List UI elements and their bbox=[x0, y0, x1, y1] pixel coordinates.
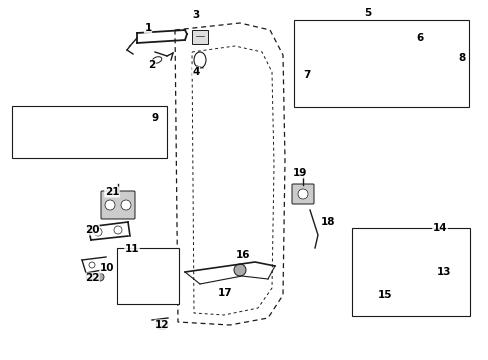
Circle shape bbox=[311, 38, 319, 46]
Circle shape bbox=[121, 200, 131, 210]
Text: 19: 19 bbox=[292, 168, 306, 178]
Text: 13: 13 bbox=[436, 267, 450, 277]
Text: 15: 15 bbox=[377, 290, 391, 300]
Text: 22: 22 bbox=[84, 273, 99, 283]
Circle shape bbox=[16, 127, 34, 145]
Circle shape bbox=[297, 189, 307, 199]
Circle shape bbox=[328, 33, 338, 43]
Text: 14: 14 bbox=[432, 223, 447, 233]
Text: 2: 2 bbox=[148, 60, 155, 70]
Text: 18: 18 bbox=[320, 217, 335, 227]
Circle shape bbox=[407, 76, 419, 88]
Text: 6: 6 bbox=[415, 33, 423, 43]
Circle shape bbox=[127, 276, 135, 284]
Circle shape bbox=[85, 119, 99, 133]
Circle shape bbox=[395, 55, 401, 61]
Circle shape bbox=[365, 244, 377, 256]
Text: 1: 1 bbox=[144, 23, 151, 33]
FancyBboxPatch shape bbox=[101, 191, 135, 219]
Text: 4: 4 bbox=[192, 67, 199, 77]
Ellipse shape bbox=[156, 320, 168, 329]
Text: 7: 7 bbox=[303, 70, 310, 80]
Circle shape bbox=[114, 226, 122, 234]
Circle shape bbox=[57, 119, 71, 133]
FancyBboxPatch shape bbox=[291, 184, 313, 204]
Text: 10: 10 bbox=[100, 263, 114, 273]
Circle shape bbox=[21, 132, 29, 140]
Circle shape bbox=[422, 286, 436, 300]
Bar bbox=[293, 20, 468, 107]
Circle shape bbox=[94, 228, 102, 236]
Text: 11: 11 bbox=[124, 244, 139, 254]
Circle shape bbox=[423, 244, 435, 256]
Bar bbox=[12, 106, 167, 158]
Text: 12: 12 bbox=[154, 320, 169, 330]
Circle shape bbox=[234, 264, 245, 276]
FancyBboxPatch shape bbox=[120, 264, 169, 296]
Bar bbox=[351, 228, 469, 316]
Bar bbox=[117, 248, 179, 304]
Bar bbox=[192, 30, 207, 44]
Text: 17: 17 bbox=[217, 288, 232, 298]
Circle shape bbox=[96, 273, 104, 281]
Text: 16: 16 bbox=[235, 250, 250, 260]
Circle shape bbox=[141, 252, 149, 260]
Text: 9: 9 bbox=[151, 113, 158, 123]
Circle shape bbox=[105, 200, 115, 210]
Circle shape bbox=[439, 230, 449, 240]
Circle shape bbox=[86, 273, 94, 281]
Text: 20: 20 bbox=[84, 225, 99, 235]
Text: 3: 3 bbox=[192, 10, 199, 20]
Circle shape bbox=[391, 51, 405, 65]
Circle shape bbox=[307, 34, 324, 50]
FancyBboxPatch shape bbox=[358, 235, 445, 307]
Circle shape bbox=[89, 262, 95, 268]
Text: 8: 8 bbox=[457, 53, 465, 63]
Text: 21: 21 bbox=[104, 187, 119, 197]
Circle shape bbox=[155, 276, 163, 284]
Circle shape bbox=[375, 82, 387, 94]
Text: 5: 5 bbox=[364, 8, 371, 18]
